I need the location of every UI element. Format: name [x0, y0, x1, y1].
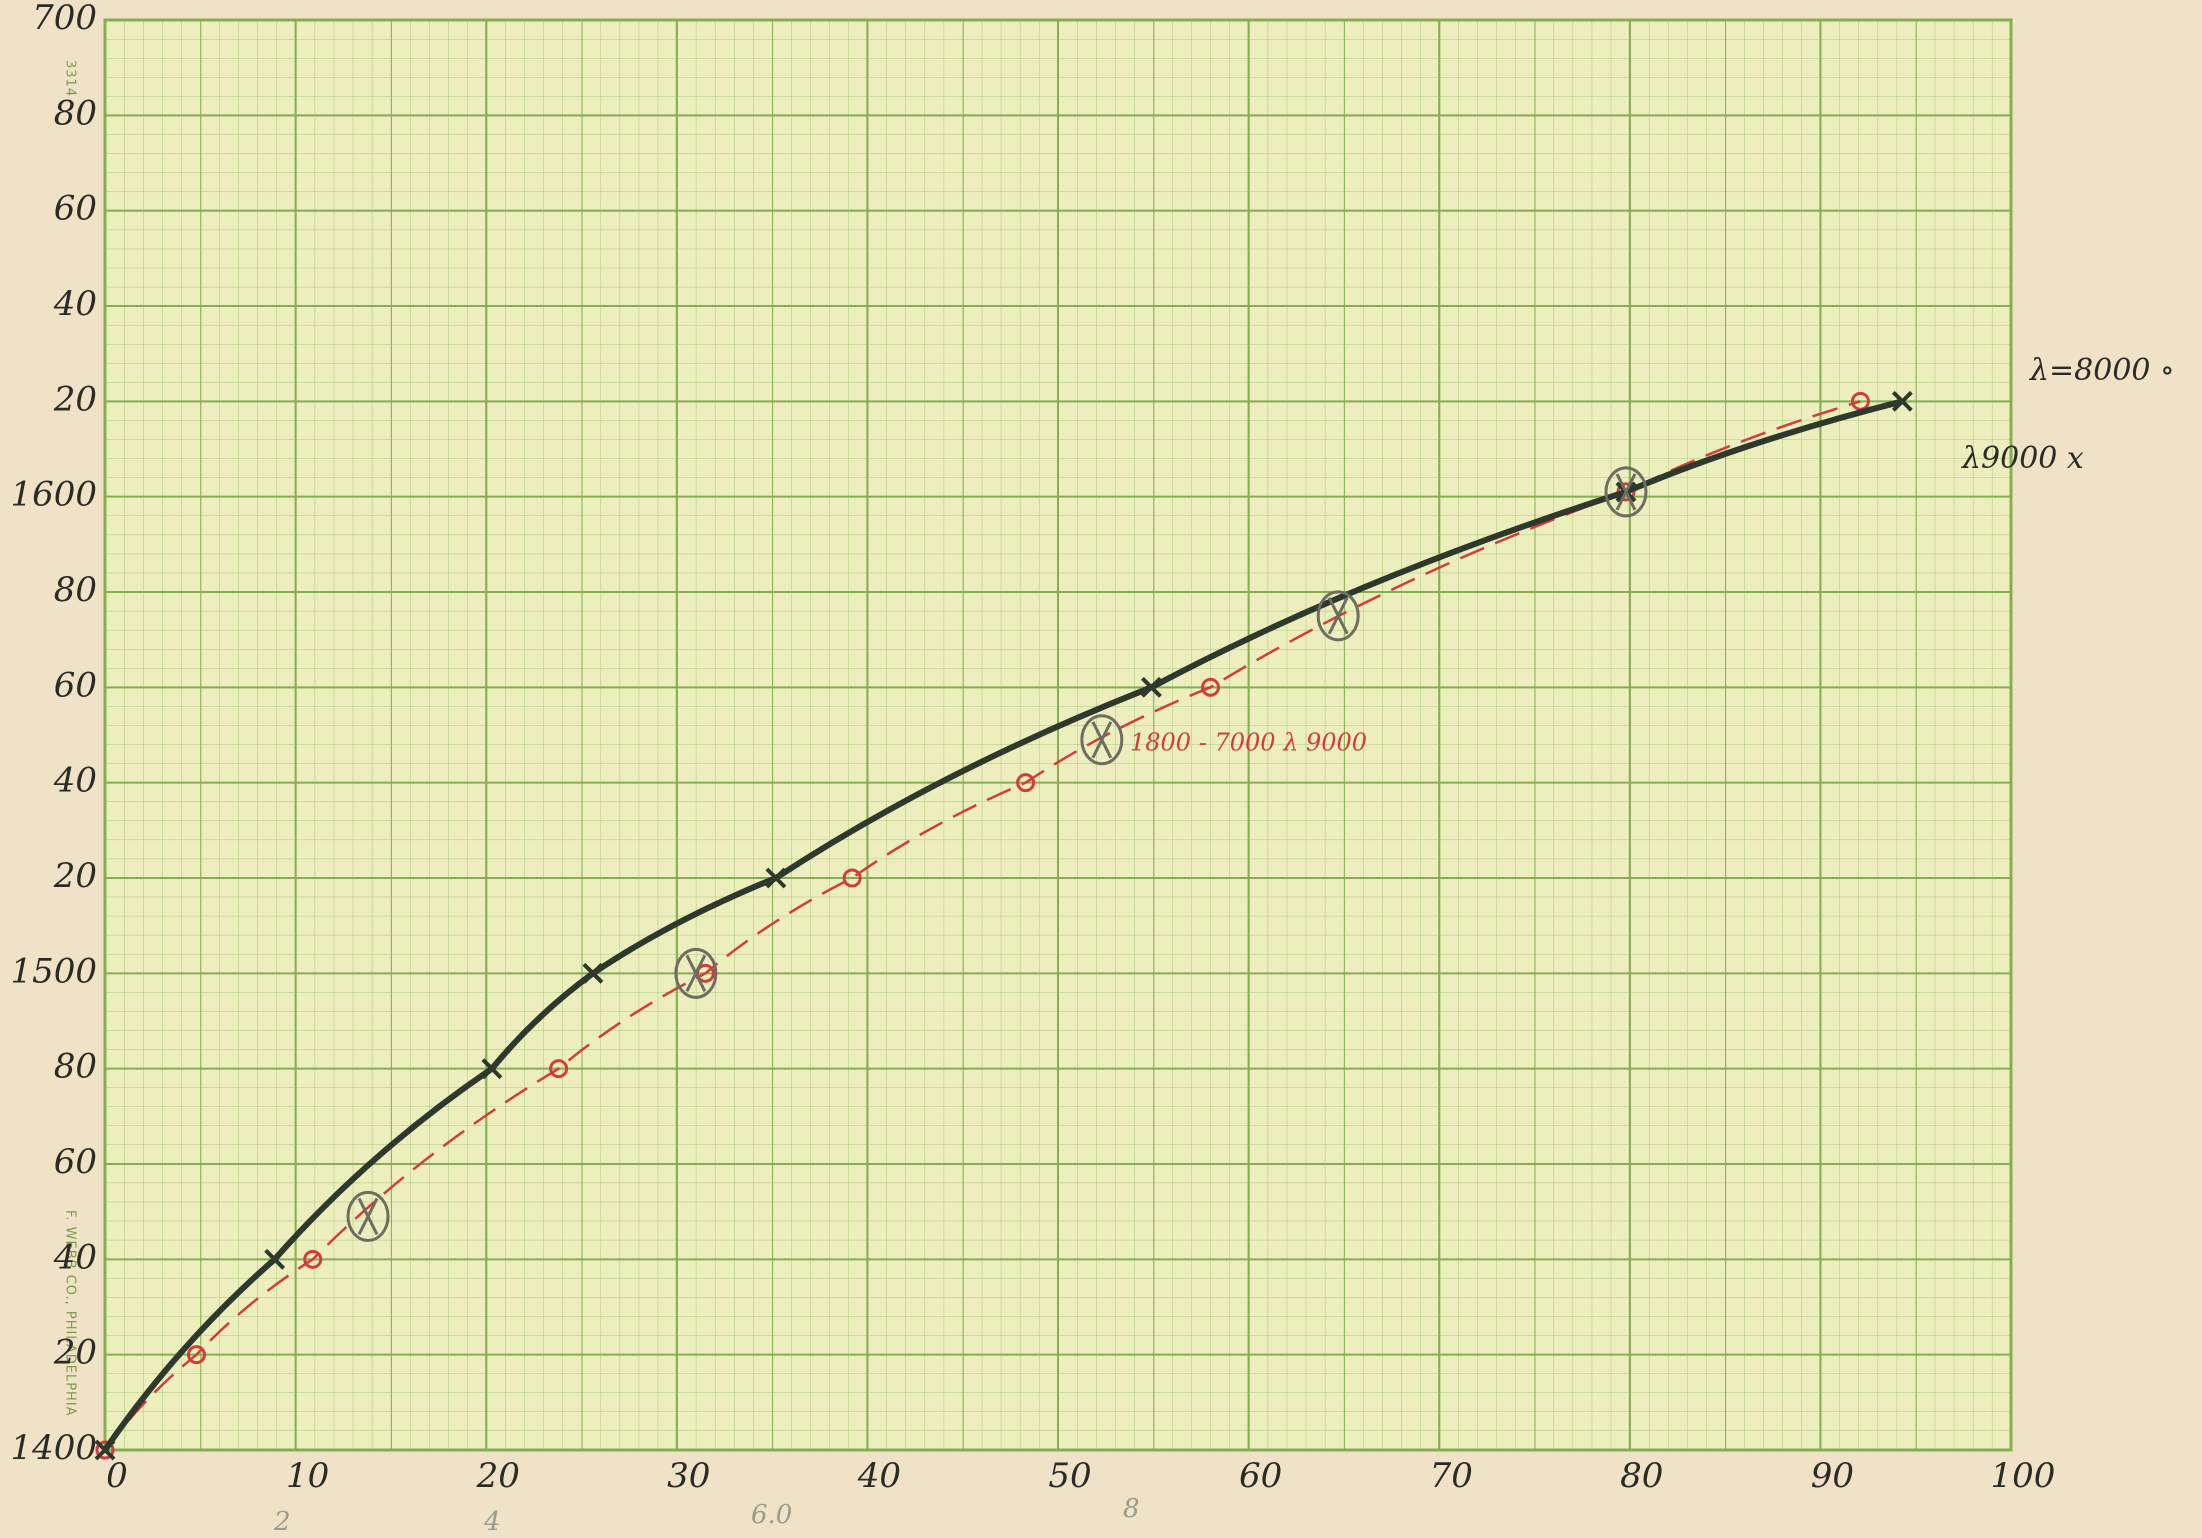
x-tick-label: 60 [1239, 1456, 1282, 1496]
x-tick-label: 100 [1991, 1456, 2056, 1496]
y-tick-label: 20 [53, 379, 97, 419]
y-tick-label: 20 [53, 856, 97, 896]
x-tick-label: 0 [106, 1456, 128, 1496]
legend-label: λ9000 x [1961, 441, 2084, 476]
y-tick-label: 60 [54, 665, 97, 705]
y-tick-label: 1500 [10, 951, 97, 991]
x-tick-label: 30 [667, 1456, 710, 1496]
y-tick-label: 40 [53, 761, 97, 801]
annotation: 4 [483, 1507, 501, 1537]
annotation: 2 [273, 1507, 291, 1537]
x-tick-label: 10 [286, 1456, 329, 1496]
x-tick-label: 20 [476, 1456, 520, 1496]
paper-mark: 3314 [63, 60, 78, 97]
x-tick-label: 50 [1048, 1456, 1091, 1496]
annotation: 6.0 [751, 1500, 792, 1530]
x-tick-label: 40 [857, 1456, 901, 1496]
legend-label: λ=8000 ∘ [2029, 353, 2175, 388]
x-tick-label: 80 [1620, 1456, 1663, 1496]
annotation: 8 [1123, 1494, 1140, 1524]
y-tick-label: 1600 [10, 475, 97, 515]
page: {"chart_data": { "type": "scatter", "xli… [0, 0, 2202, 1538]
y-tick-label: 80 [54, 1047, 97, 1087]
y-tick-label: 20 [53, 1333, 97, 1373]
y-tick-label: 40 [53, 1237, 97, 1277]
x-tick-label: 90 [1811, 1456, 1854, 1496]
y-tick-label: 60 [54, 189, 97, 229]
y-tick-label: 700 [32, 0, 97, 38]
annotation: 1800 - 7000 λ 9000 [1130, 729, 1367, 757]
y-tick-label: 40 [53, 284, 97, 324]
chart: 3314 F. WEBB CO., PHILADELPHIA 010203040… [0, 0, 2202, 1538]
y-tick-label: 1400 [10, 1428, 97, 1468]
x-tick-label: 70 [1430, 1456, 1473, 1496]
y-tick-label: 80 [54, 570, 97, 610]
y-tick-label: 60 [54, 1142, 97, 1182]
y-tick-label: 80 [54, 93, 97, 133]
